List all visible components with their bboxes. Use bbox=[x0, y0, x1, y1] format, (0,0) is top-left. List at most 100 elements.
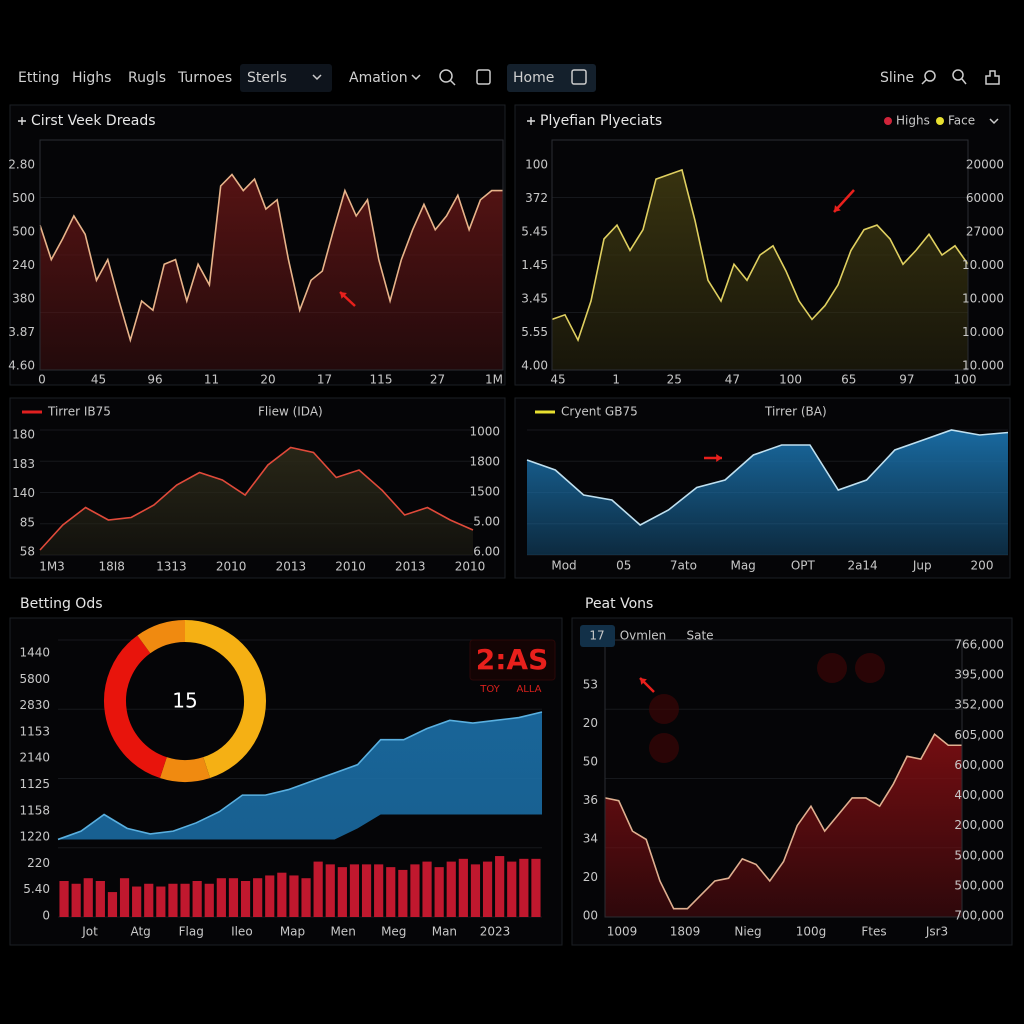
arrow-head bbox=[834, 205, 841, 212]
decor-dot bbox=[649, 733, 679, 763]
icon[interactable] bbox=[571, 69, 587, 85]
y-tick-label: 700,000 bbox=[954, 909, 1004, 923]
y-tick-label: 100 bbox=[525, 158, 548, 172]
x-tick-label: 0 bbox=[38, 373, 46, 387]
search-icon[interactable] bbox=[952, 69, 967, 85]
legend-dot bbox=[936, 117, 944, 125]
y-tick-label: 1.45 bbox=[521, 258, 548, 272]
dropdown-label[interactable]: Sterls bbox=[247, 70, 287, 86]
arrow-head bbox=[716, 454, 722, 462]
y-tick-label: 180 bbox=[12, 428, 35, 442]
nav-link[interactable]: Turnoes bbox=[177, 70, 232, 86]
bar bbox=[216, 878, 226, 917]
y-tick-label: 372 bbox=[525, 191, 548, 205]
y-tick-label: 1500 bbox=[469, 485, 500, 499]
icon[interactable] bbox=[985, 70, 1000, 85]
y-tick-label: 380 bbox=[12, 292, 35, 306]
y-tick-label: 20 bbox=[583, 716, 598, 730]
y-tick-label: 50 bbox=[583, 755, 598, 769]
tab[interactable]: Sate bbox=[686, 629, 713, 643]
bar bbox=[495, 856, 505, 917]
donut-segment bbox=[137, 620, 186, 654]
x-tick-label: 45 bbox=[550, 373, 565, 387]
search-icon[interactable] bbox=[921, 70, 936, 85]
search-icon[interactable] bbox=[439, 69, 456, 86]
nav-link[interactable]: Rugls bbox=[128, 70, 166, 86]
x-tick-label: Mod bbox=[551, 559, 576, 573]
y-tick-label: 220 bbox=[27, 856, 50, 870]
tab[interactable]: 17 bbox=[589, 629, 604, 643]
x-tick-label: Jup bbox=[912, 559, 932, 573]
y-tick-label: 1153 bbox=[19, 724, 50, 738]
bar bbox=[59, 880, 69, 917]
y-tick-label: 00 bbox=[583, 909, 598, 923]
x-tick-label: Ileo bbox=[231, 925, 253, 939]
bar bbox=[301, 878, 311, 917]
bar bbox=[398, 869, 408, 917]
y-tick-label: 183 bbox=[12, 457, 35, 471]
x-tick-label: Atg bbox=[130, 925, 150, 939]
y-tick-label: 1220 bbox=[19, 830, 50, 844]
x-tick-label: 25 bbox=[667, 373, 682, 387]
y-tick-label: 27000 bbox=[966, 225, 1004, 239]
tab[interactable]: Ovmlen bbox=[620, 629, 667, 643]
badge-sub: TOY bbox=[479, 684, 500, 695]
x-tick-label: 7ato bbox=[670, 559, 697, 573]
x-tick-label: 47 bbox=[725, 373, 740, 387]
nav-link[interactable]: Highs bbox=[72, 70, 111, 86]
tab-active[interactable] bbox=[580, 625, 615, 647]
bar bbox=[507, 861, 517, 917]
arrow-head bbox=[340, 292, 347, 299]
x-tick-label: 05 bbox=[616, 559, 631, 573]
x-tick-label: 17 bbox=[317, 373, 332, 387]
bar bbox=[531, 858, 541, 917]
x-tick-label: 1313 bbox=[156, 560, 187, 574]
bar bbox=[228, 878, 239, 917]
y-tick-label: 1800 bbox=[469, 455, 500, 469]
y-tick-label: 240 bbox=[12, 258, 35, 272]
donut-center: 15 bbox=[172, 689, 197, 713]
x-tick-label: Meg bbox=[381, 925, 406, 939]
x-tick-label: 1M3 bbox=[39, 560, 65, 574]
y-tick-label: 500 bbox=[12, 191, 35, 205]
area-fill bbox=[40, 174, 503, 370]
x-tick-label: 2013 bbox=[276, 560, 307, 574]
bar bbox=[289, 875, 299, 917]
nav-right[interactable]: Sline bbox=[880, 70, 914, 86]
dropdown[interactable] bbox=[240, 64, 332, 92]
x-tick-label: OPT bbox=[791, 559, 816, 573]
badge-box bbox=[469, 639, 556, 681]
x-tick-label: 2010 bbox=[335, 560, 366, 574]
area-fill bbox=[58, 712, 542, 840]
series-line bbox=[39, 446, 474, 551]
y-tick-label: 3.87 bbox=[8, 325, 35, 339]
y-tick-label: 3.45 bbox=[521, 292, 548, 306]
x-tick-label: 200 bbox=[971, 559, 994, 573]
y-tick-label: 500,000 bbox=[954, 878, 1004, 892]
nav-link[interactable]: Etting bbox=[18, 70, 59, 86]
panel-title: Peat Vons bbox=[585, 596, 653, 612]
x-tick-label: 65 bbox=[841, 373, 856, 387]
bar bbox=[325, 864, 335, 917]
y-tick-label: 58 bbox=[20, 545, 35, 559]
icon[interactable] bbox=[476, 69, 491, 85]
home-button[interactable] bbox=[507, 64, 596, 92]
y-tick-label: 10.000 bbox=[962, 325, 1004, 339]
y-tick-label: 36 bbox=[583, 793, 598, 807]
y-tick-label: 20 bbox=[583, 870, 598, 884]
arrow-head bbox=[640, 678, 647, 685]
legend-label: Cryent GB75 bbox=[561, 405, 638, 419]
y-tick-label: 4.60 bbox=[8, 359, 35, 373]
home-label[interactable]: Home bbox=[513, 70, 554, 86]
y-tick-label: 500 bbox=[12, 225, 35, 239]
area-fill bbox=[527, 430, 1008, 555]
bar bbox=[144, 883, 154, 917]
y-tick-label: 2830 bbox=[19, 698, 50, 712]
x-tick-label: Jsr3 bbox=[925, 925, 948, 939]
y-tick-label: 600,000 bbox=[954, 758, 1004, 772]
y-tick-label: 0 bbox=[42, 909, 50, 923]
x-tick-label: Men bbox=[330, 925, 355, 939]
dropdown-label[interactable]: Amation bbox=[349, 70, 408, 86]
y-tick-label: 60000 bbox=[966, 191, 1004, 205]
x-tick-label: 1M bbox=[485, 373, 503, 387]
